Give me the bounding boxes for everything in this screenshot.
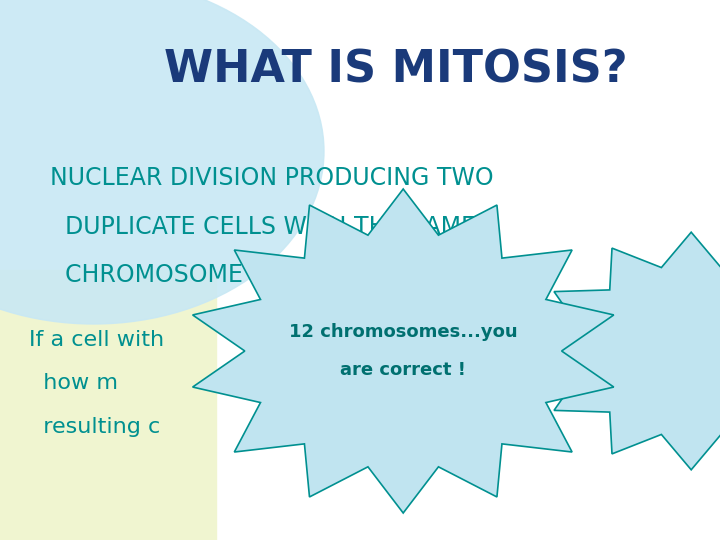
Text: DUPLICATE CELLS WITH THE SAME: DUPLICATE CELLS WITH THE SAME bbox=[50, 215, 477, 239]
Polygon shape bbox=[193, 189, 613, 513]
Text: itosis,: itosis, bbox=[623, 330, 688, 350]
Text: WHAT IS MITOSIS?: WHAT IS MITOSIS? bbox=[164, 49, 628, 92]
Text: resulting c: resulting c bbox=[29, 416, 160, 437]
Polygon shape bbox=[533, 232, 720, 470]
Text: 12 chromosomes...you: 12 chromosomes...you bbox=[289, 323, 518, 341]
Text: CHROMOSOME NUMBER: CHROMOSOME NUMBER bbox=[50, 264, 354, 287]
Text: If a cell with: If a cell with bbox=[29, 330, 164, 350]
Text: NUCLEAR DIVISION PRODUCING TWO: NUCLEAR DIVISION PRODUCING TWO bbox=[50, 166, 494, 190]
Text: how m: how m bbox=[29, 373, 118, 394]
Text: are correct !: are correct ! bbox=[341, 361, 466, 379]
Bar bbox=[0, 270, 216, 540]
Text: e two: e two bbox=[623, 373, 684, 394]
Circle shape bbox=[0, 0, 324, 324]
